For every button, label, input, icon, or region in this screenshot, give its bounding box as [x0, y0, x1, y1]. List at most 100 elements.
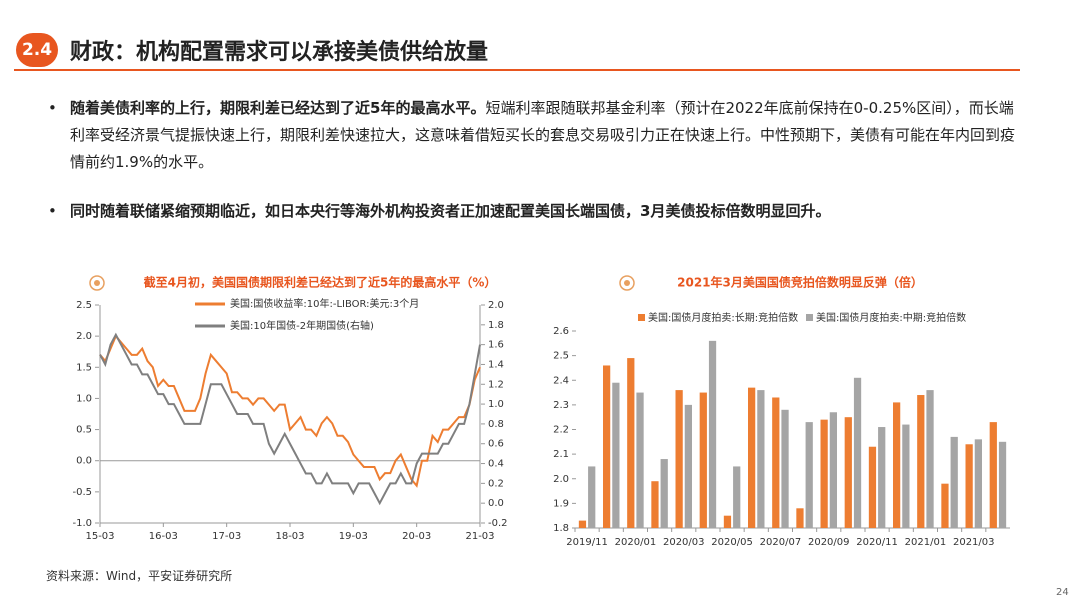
bar	[723, 515, 732, 528]
bar	[878, 427, 886, 528]
y-tick-label: 0.0	[76, 456, 92, 467]
y-tick-label: 2.4	[553, 375, 569, 386]
x-tick-label: 2020/01	[615, 537, 657, 548]
bar	[868, 446, 877, 528]
bar	[950, 436, 958, 528]
x-tick-label: 2020/07	[760, 537, 802, 548]
chart-title: 截至4月初，美国国债期限利差已经达到了近5年的最高水平（%）	[144, 275, 497, 290]
y-tick-label: 1.0	[488, 399, 504, 410]
bar	[974, 439, 982, 528]
y-tick-label: 1.6	[488, 340, 504, 351]
bar	[588, 466, 596, 528]
bar	[603, 365, 611, 528]
title-icon	[94, 280, 100, 286]
bar	[820, 419, 828, 528]
y-tick-label: 2.0	[76, 331, 92, 342]
bar	[708, 340, 717, 528]
y-tick-label: 2.2	[553, 425, 569, 436]
bar	[660, 459, 668, 528]
bar	[699, 392, 707, 528]
y-tick-label: 2.5	[76, 300, 92, 311]
x-tick-label: 18-03	[275, 531, 304, 542]
bullet: 同时随着联储紧缩预期临近，如日本央行等海外机构投资者正加速配置美国长端国债，3月…	[48, 198, 1020, 225]
y-tick-label: 2.6	[553, 326, 569, 337]
bar	[829, 412, 837, 528]
legend-label: 美国:国债月度拍卖:长期:竞拍倍数	[648, 311, 798, 324]
title-icon	[619, 275, 635, 291]
y-tick-label: 0.5	[76, 425, 92, 436]
bar	[748, 387, 756, 528]
y-tick-label: 2.0	[553, 474, 569, 485]
bar	[684, 404, 692, 528]
bar	[844, 417, 852, 528]
y-tick-label: 0.6	[488, 439, 504, 450]
y-tick-label: 2.3	[553, 400, 569, 411]
x-tick-label: 19-03	[339, 531, 368, 542]
bar	[772, 397, 780, 528]
y-tick-label: 2.5	[553, 351, 569, 362]
bullet-text: 短端利率跟随联邦基金利率（预计在2022年底前保持在0-0.25%区间），而长端…	[70, 99, 1016, 171]
bar	[917, 395, 925, 528]
bar	[578, 520, 587, 528]
title-icon	[89, 275, 105, 291]
x-tick-label: 15-03	[85, 531, 114, 542]
y-tick-label: 1.8	[553, 523, 569, 534]
y-tick-label: 0.4	[488, 459, 504, 470]
bar	[805, 422, 813, 528]
y-tick-label: 1.2	[488, 379, 504, 390]
bar	[902, 424, 910, 528]
bar	[781, 409, 789, 528]
bar	[926, 390, 934, 528]
x-tick-label: 2021/03	[953, 537, 995, 548]
bar	[941, 483, 949, 528]
y-tick-label: 1.4	[488, 359, 504, 370]
y-tick-label: 2.1	[553, 449, 569, 460]
bullet: 随着美债利率的上行，期限利差已经达到了近5年的最高水平。短端利率跟随联邦基金利率…	[48, 95, 1020, 176]
y-tick-label: 0.8	[488, 419, 504, 430]
y-tick-label: -0.5	[72, 487, 92, 498]
x-tick-label: 2020/11	[856, 537, 898, 548]
slide-title: 财政：机构配置需求可以承接美债供给放量	[70, 40, 489, 65]
title-icon	[624, 280, 630, 286]
bar	[998, 441, 1007, 528]
section-number: 2.4	[16, 33, 58, 67]
bar	[989, 422, 997, 528]
bar	[965, 444, 973, 528]
legend-label: 美国:10年国债-2年期国债(右轴)	[230, 319, 374, 332]
y-tick-label: 2.0	[488, 300, 504, 311]
bar	[893, 402, 901, 528]
chart-title: 2021年3月美国国债竞拍倍数明显反弹（倍）	[677, 275, 923, 290]
bar	[651, 481, 659, 528]
bar	[675, 390, 683, 528]
y-tick-label: 0.2	[488, 478, 504, 489]
bullet-bold: 随着美债利率的上行，期限利差已经达到了近5年的最高水平。	[70, 99, 486, 117]
bar	[733, 466, 741, 528]
line-series	[99, 332, 481, 506]
y-tick-label: 1.0	[76, 393, 92, 404]
legend-label: 美国:国债收益率:10年:-LIBOR:美元:3个月	[230, 297, 419, 310]
legend-label: 美国:国债月度拍卖:中期:竞拍倍数	[816, 311, 966, 324]
x-tick-label: 21-03	[465, 531, 494, 542]
x-tick-label: 16-03	[149, 531, 178, 542]
x-tick-label: 2020/09	[808, 537, 850, 548]
bar	[636, 392, 644, 528]
y-tick-label: -1.0	[72, 518, 92, 529]
legend-swatch	[638, 314, 645, 321]
y-tick-label: 1.8	[488, 320, 504, 331]
y-tick-label: -0.2	[488, 518, 508, 529]
bar	[796, 508, 804, 528]
x-tick-label: 17-03	[212, 531, 241, 542]
x-tick-label: 2020/05	[711, 537, 753, 548]
y-tick-label: 1.9	[553, 498, 569, 509]
page-number: 24	[1056, 587, 1069, 598]
y-tick-label: 1.5	[76, 362, 92, 373]
x-tick-label: 20-03	[402, 531, 431, 542]
y-tick-label: 0.0	[488, 498, 504, 509]
bullet-bold: 同时随着联储紧缩预期临近，如日本央行等海外机构投资者正加速配置美国长端国债，3月…	[70, 202, 831, 220]
x-tick-label: 2020/03	[663, 537, 705, 548]
bar	[612, 382, 620, 528]
line-series	[99, 334, 481, 488]
legend-swatch	[806, 314, 813, 321]
